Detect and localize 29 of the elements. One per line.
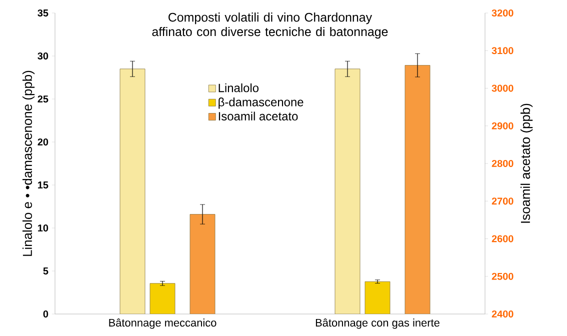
y2-axis-title: Isoamil acetato (ppb) <box>520 104 533 223</box>
legend-label: β-damascenone <box>218 98 304 109</box>
y-tick-label: 30 <box>38 52 48 60</box>
legend-label: Isoamil acetato <box>218 112 298 120</box>
x-tick-label: Bâtonnage meccanico <box>109 318 216 329</box>
y2-tick-label: 3200 <box>492 9 514 17</box>
bar <box>364 281 390 314</box>
y-tick-label: 0 <box>43 310 48 318</box>
y2-tick-label: 2400 <box>492 310 514 318</box>
text: Composti volatili di vino Chardonnay affinato con diverse tecniche di batonnage <box>152 12 388 39</box>
y2-tick-label: 2500 <box>492 272 514 280</box>
y2-tick-label: 2800 <box>492 160 514 168</box>
y-tick-label: 20 <box>38 138 48 146</box>
y-tick-label: 15 <box>38 182 48 188</box>
y2-tick-label: 2900 <box>492 122 514 130</box>
y-tick-label: 25 <box>38 95 48 103</box>
bar <box>120 68 146 314</box>
legend-label: Linalolo <box>218 83 259 92</box>
y2-tick-label: 2700 <box>492 198 514 205</box>
y-tick-label: 10 <box>38 224 48 232</box>
y-tick-label: 5 <box>43 268 48 274</box>
bar <box>150 283 176 314</box>
bar <box>334 68 360 314</box>
x-tick-label: Bâtonnage con gas inerte <box>316 318 440 329</box>
y-axis-title: Linalolo e • •damascenone (ppb) <box>22 70 35 256</box>
y2-tick-label: 2600 <box>492 235 514 242</box>
y-tick-label: 35 <box>38 9 48 17</box>
y2-tick-label: 3100 <box>492 47 514 54</box>
y2-tick-label: 3000 <box>492 84 514 92</box>
